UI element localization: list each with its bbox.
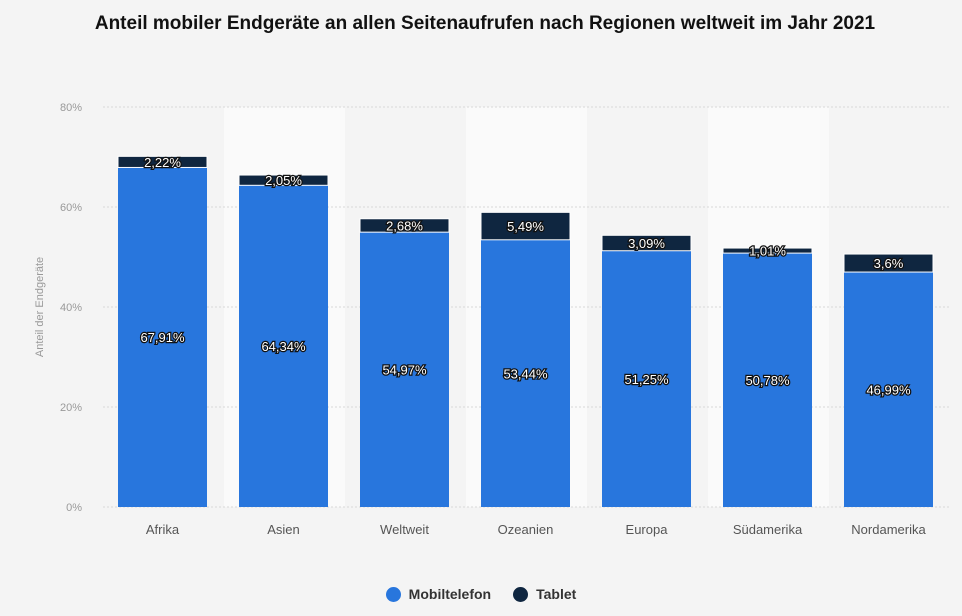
y-tick-label: 0% (66, 502, 82, 514)
bar-mobiltelefon-afrika (118, 167, 207, 507)
bar-tablet-asien (238, 174, 329, 186)
data-label: 5,49% (507, 219, 544, 234)
x-tick-label: Ozeanien (498, 522, 554, 537)
y-tick-label: 80% (60, 102, 82, 114)
data-label: 2,22% (144, 155, 181, 170)
bar-tablet-nordamerika (843, 253, 934, 273)
legend-label: Tablet (536, 586, 577, 602)
legend-marker-icon (385, 586, 401, 602)
bar-mobiltelefon-nordamerika (844, 272, 933, 507)
data-label: 67,91% (140, 330, 185, 345)
bar-mobiltelefon-südamerika (723, 253, 812, 507)
data-label: 50,78% (745, 373, 790, 388)
x-tick-label: Europa (626, 522, 669, 537)
data-label: 1,01% (749, 244, 786, 259)
y-tick-label: 20% (60, 402, 82, 414)
legend-item[interactable]: Tablet (513, 586, 576, 602)
bar-tablet-südamerika (722, 247, 813, 254)
bar-tablet-afrika (117, 155, 208, 168)
stacked-bar-chart: 0% 20% 40% 60% 80% Anteil der Endgeräte 67,91%… (34, 102, 950, 537)
data-label: 64,34% (261, 339, 306, 354)
y-tick-label: 60% (60, 202, 82, 214)
legend: Mobiltelefon Tablet (0, 586, 962, 602)
bar-mobiltelefon-weltweit (360, 232, 449, 507)
x-tick-label: Weltweit (380, 522, 429, 537)
bar-mobiltelefon-ozeanien (481, 239, 570, 508)
x-tick-label: Afrika (146, 522, 180, 537)
bar-tablet-ozeanien (480, 211, 571, 241)
bar-mobiltelefon-asien (239, 185, 328, 508)
legend-item[interactable]: Mobiltelefon (385, 586, 492, 602)
x-tick-label: Asien (267, 522, 300, 537)
legend-marker-icon (513, 586, 529, 602)
y-tick-label: 40% (60, 302, 82, 314)
bar-tablet-europa (601, 234, 692, 252)
bar-mobiltelefon-europa (602, 250, 691, 507)
legend-label: Mobiltelefon (408, 586, 492, 602)
data-label: 3,09% (628, 236, 665, 251)
x-tick-label: Nordamerika (851, 522, 926, 537)
data-label: 2,05% (265, 173, 302, 188)
y-axis-label: Anteil der Endgeräte (34, 257, 46, 357)
x-tick-label: Südamerika (733, 522, 803, 537)
data-label: 53,44% (503, 366, 548, 381)
data-label: 51,25% (624, 372, 669, 387)
bar-tablet-weltweit (359, 218, 450, 233)
chart-title: Anteil mobiler Endgeräte an allen Seiten… (94, 13, 876, 34)
data-label: 2,68% (386, 218, 423, 233)
data-label: 54,97% (382, 363, 427, 378)
data-label: 46,99% (866, 383, 911, 398)
data-label: 3,6% (874, 256, 904, 271)
